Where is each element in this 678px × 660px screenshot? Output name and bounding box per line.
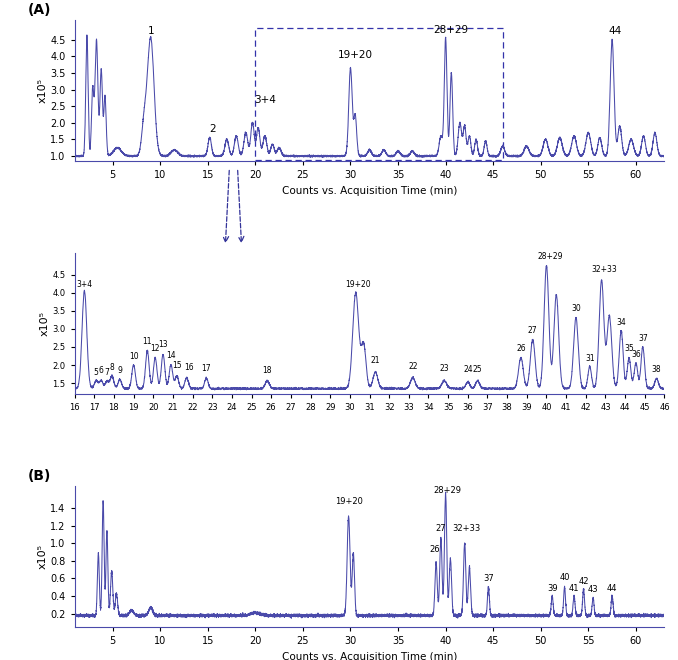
X-axis label: Counts vs. Acquisition Time (min): Counts vs. Acquisition Time (min) xyxy=(282,185,457,195)
Text: 30: 30 xyxy=(571,304,581,313)
Text: 28+29: 28+29 xyxy=(433,25,468,35)
Text: 27: 27 xyxy=(435,523,446,533)
Text: 31: 31 xyxy=(585,354,595,362)
Text: 26: 26 xyxy=(430,544,441,554)
Text: 17: 17 xyxy=(201,364,211,374)
Text: 25: 25 xyxy=(473,365,483,374)
Text: 44: 44 xyxy=(608,26,622,36)
Text: 28+29: 28+29 xyxy=(433,486,462,494)
Text: 10: 10 xyxy=(129,352,138,361)
Text: 16: 16 xyxy=(184,363,193,372)
Y-axis label: x10⁵: x10⁵ xyxy=(37,544,47,569)
Text: 22: 22 xyxy=(408,362,418,371)
Text: 3+4: 3+4 xyxy=(77,280,92,289)
Text: 38: 38 xyxy=(652,365,661,374)
Text: 21: 21 xyxy=(371,356,380,365)
Text: 23: 23 xyxy=(439,364,449,374)
Text: 19+20: 19+20 xyxy=(345,280,370,289)
Text: 9: 9 xyxy=(117,366,122,375)
Y-axis label: x10⁵: x10⁵ xyxy=(39,311,49,336)
Text: 12: 12 xyxy=(151,344,160,353)
Text: 41: 41 xyxy=(569,585,579,593)
Text: 36: 36 xyxy=(631,350,641,359)
Text: 5: 5 xyxy=(94,368,98,377)
Text: 32+33: 32+33 xyxy=(452,523,481,533)
Text: 11: 11 xyxy=(142,337,152,346)
Text: 18: 18 xyxy=(262,366,272,375)
Text: 44: 44 xyxy=(607,583,618,593)
Text: 43: 43 xyxy=(588,585,599,595)
Text: 15: 15 xyxy=(172,361,182,370)
Text: 19+20: 19+20 xyxy=(338,50,373,59)
X-axis label: Counts vs. Acquisition Time (min): Counts vs. Acquisition Time (min) xyxy=(282,651,457,660)
Text: 37: 37 xyxy=(638,333,647,343)
Text: 2: 2 xyxy=(210,125,216,135)
Text: (B): (B) xyxy=(27,469,51,483)
Text: 42: 42 xyxy=(578,577,589,585)
Text: 7: 7 xyxy=(104,368,109,377)
Y-axis label: x10⁵: x10⁵ xyxy=(37,78,47,103)
Text: 3+4: 3+4 xyxy=(254,94,276,104)
Text: 14: 14 xyxy=(166,350,176,360)
Text: 24: 24 xyxy=(463,366,473,374)
Text: 13: 13 xyxy=(158,340,168,348)
Bar xyxy=(256,28,502,160)
Text: 32+33: 32+33 xyxy=(592,265,618,274)
Text: 27: 27 xyxy=(528,326,538,335)
Text: 6: 6 xyxy=(99,366,104,375)
Text: 40: 40 xyxy=(559,573,570,582)
Text: 26: 26 xyxy=(516,345,525,354)
Text: 34: 34 xyxy=(616,318,626,327)
Text: (A): (A) xyxy=(27,3,51,17)
Text: 1: 1 xyxy=(147,26,154,36)
Text: 8: 8 xyxy=(110,362,115,372)
Text: 37: 37 xyxy=(483,574,494,583)
Text: 35: 35 xyxy=(624,345,634,354)
Text: 19+20: 19+20 xyxy=(336,497,363,506)
Text: 39: 39 xyxy=(547,585,557,593)
Text: 28+29: 28+29 xyxy=(538,252,563,261)
